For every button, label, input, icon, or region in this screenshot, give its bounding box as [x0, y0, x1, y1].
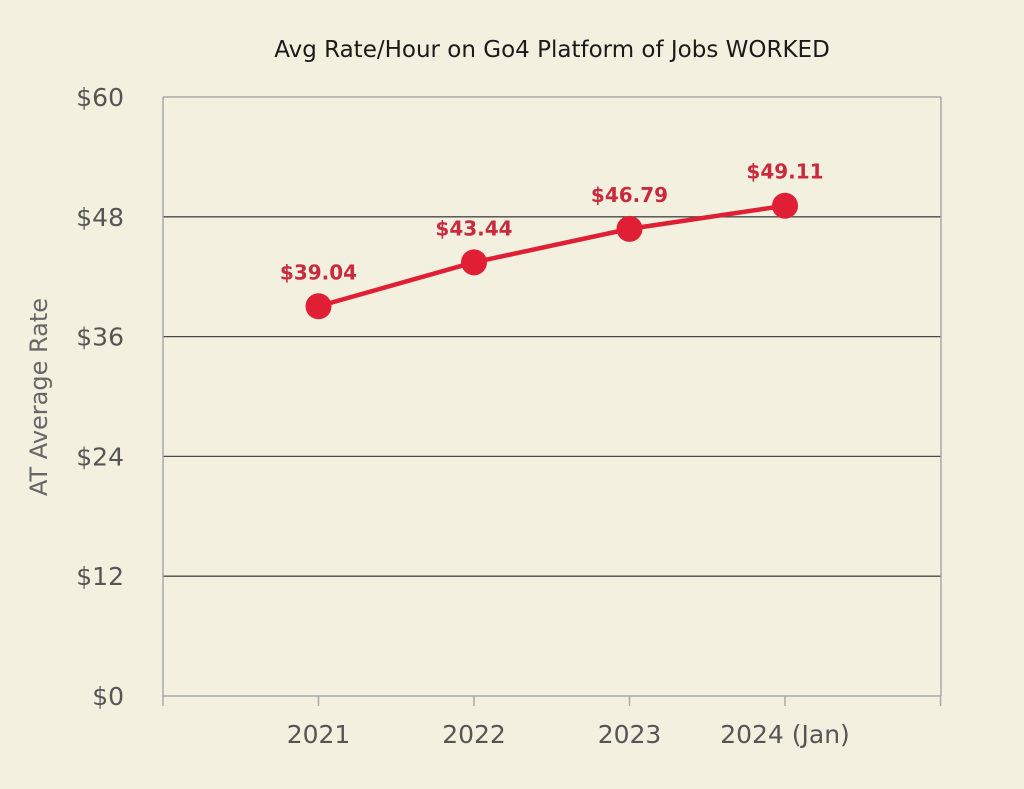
- y-tick-labels: $0 $12 $24 $36 $48 $60: [76, 83, 124, 711]
- y-tick-label: $0: [92, 682, 124, 711]
- axes: [162, 97, 942, 706]
- chart-title: Avg Rate/Hour on Go4 Platform of Jobs WO…: [274, 37, 830, 63]
- data-label: $43.44: [435, 216, 512, 240]
- grid-lines: [163, 96, 941, 697]
- y-tick-label: $60: [76, 83, 124, 112]
- y-tick-label: $48: [76, 203, 124, 232]
- data-point: [616, 215, 643, 242]
- data-label: $46.79: [591, 183, 668, 207]
- data-point: [461, 249, 487, 276]
- data-point: [305, 293, 332, 320]
- x-tick-label: 2023: [598, 720, 662, 749]
- y-tick-label: $36: [76, 323, 124, 352]
- y-tick-label: $24: [76, 442, 124, 471]
- y-axis-title: AT Average Rate: [25, 298, 53, 496]
- y-tick-label: $12: [76, 562, 124, 591]
- series-line: [317, 203, 786, 309]
- data-labels: $39.04 $43.44 $46.79 $49.11: [280, 160, 824, 285]
- x-tick-label: 2021: [287, 720, 351, 749]
- series-line-layer: [317, 203, 786, 309]
- x-tick-label: 2024 (Jan): [720, 720, 850, 749]
- x-tick-label: 2022: [442, 720, 506, 749]
- data-label: $39.04: [280, 260, 357, 284]
- data-label: $49.11: [746, 160, 823, 184]
- data-points: [305, 192, 798, 320]
- data-point: [772, 192, 798, 219]
- x-tick-labels: 2021 2022 2023 2024 (Jan): [287, 720, 850, 749]
